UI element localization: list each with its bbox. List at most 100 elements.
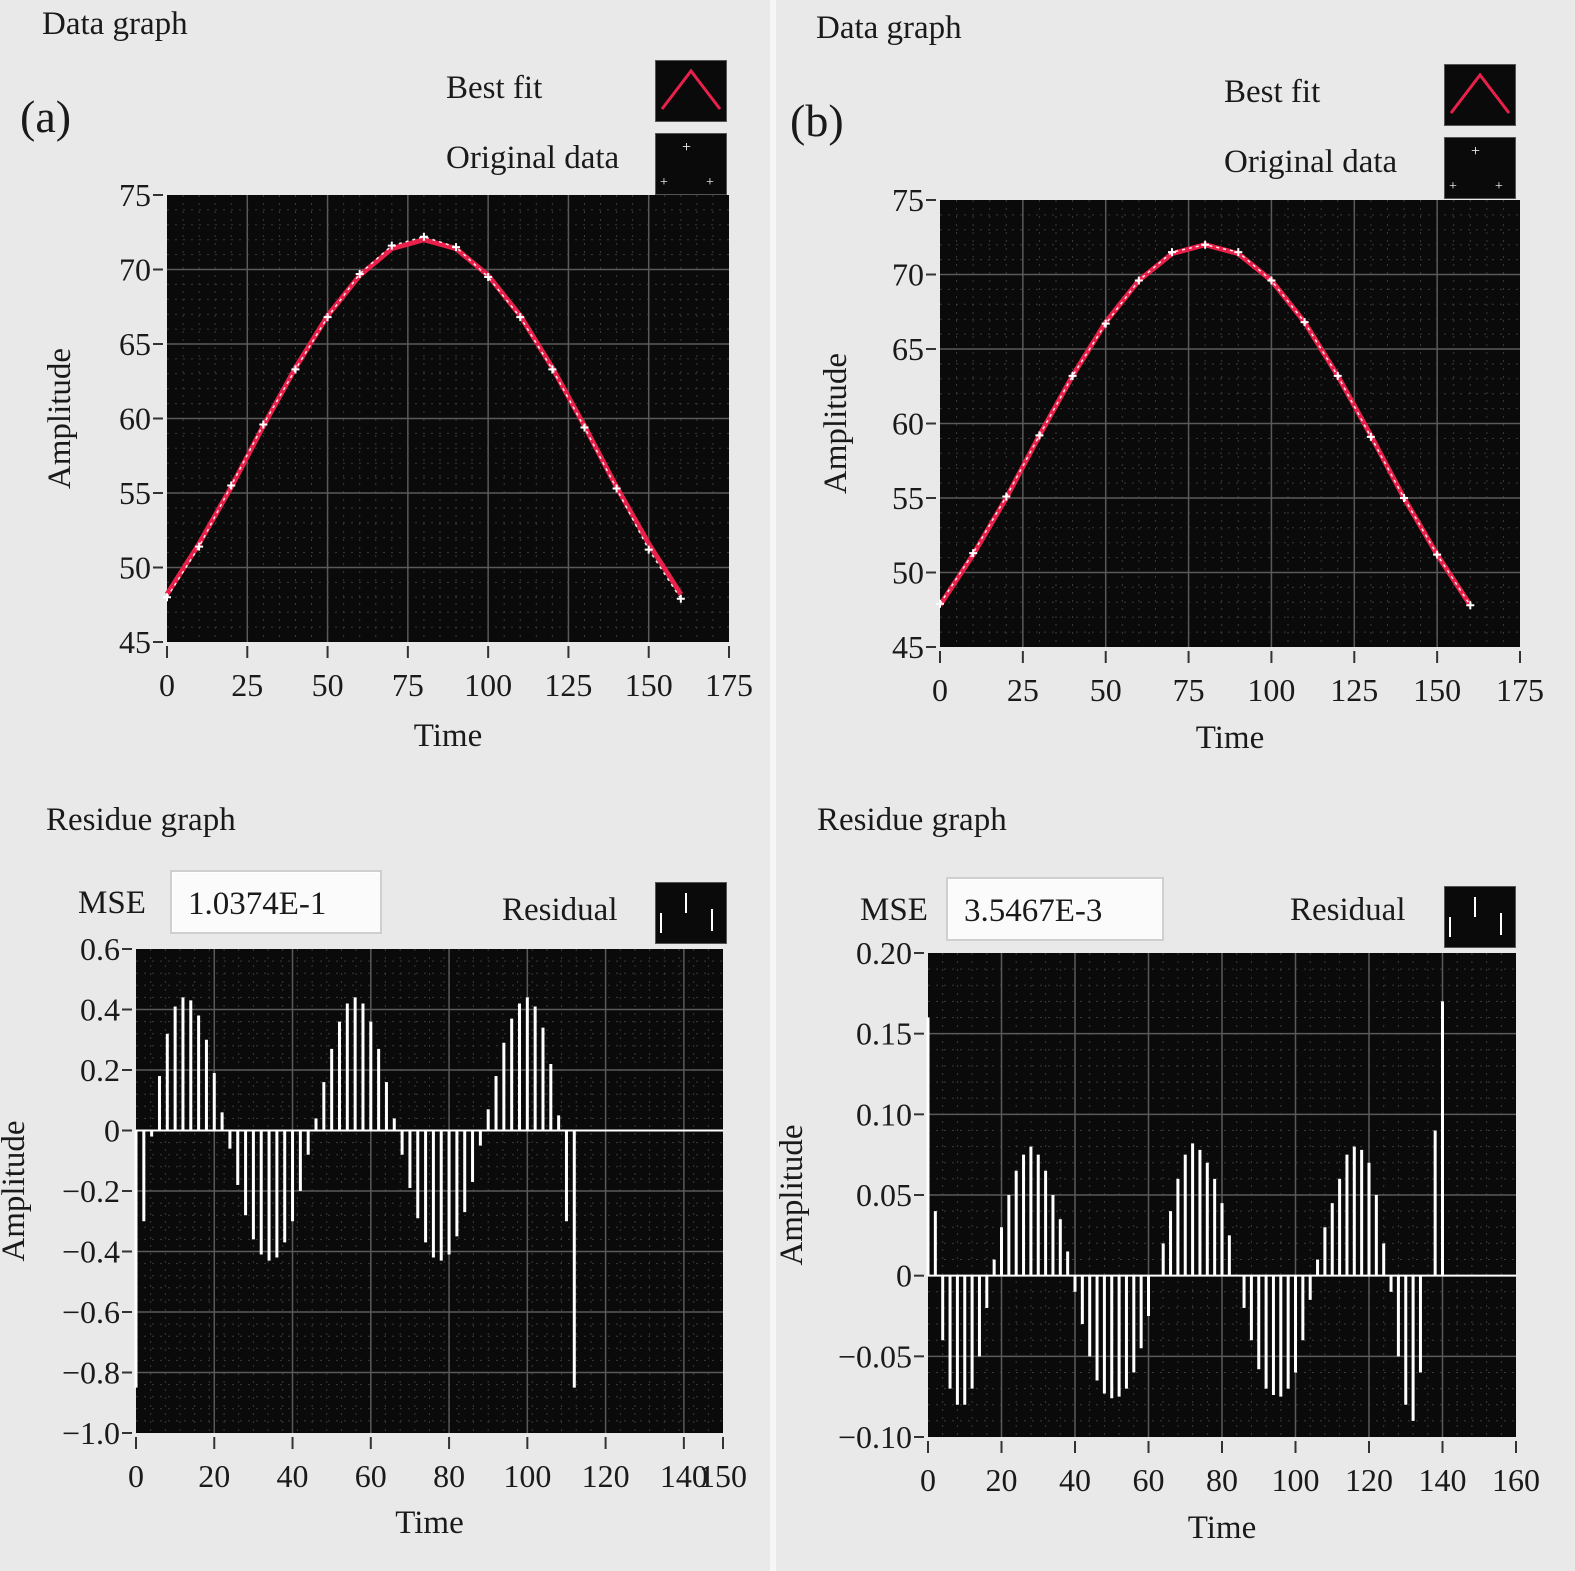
x-tick-label: 150 xyxy=(625,667,673,703)
y-tick-label: 65 xyxy=(119,326,151,362)
y-tick-label: 75 xyxy=(119,177,151,213)
y-tick-label: −1.0 xyxy=(62,1415,120,1451)
y-axis-label: Amplitude xyxy=(818,353,854,494)
legend-label-residual: Residual xyxy=(502,892,618,928)
y-axis-label: Amplitude xyxy=(42,348,78,489)
original-data-point xyxy=(355,269,364,278)
x-tick-label: 0 xyxy=(932,672,948,708)
legend-swatch-original-data[interactable]: + + + xyxy=(1444,137,1516,199)
data-graph-title: Data graph xyxy=(816,10,962,46)
x-tick-label: 20 xyxy=(198,1458,230,1494)
series-original-data-trace xyxy=(166,235,682,600)
original-data-point xyxy=(484,272,493,281)
y-tick-label: 0.05 xyxy=(856,1177,912,1213)
panel-letter: (b) xyxy=(790,95,844,146)
x-tick-label: 40 xyxy=(1059,1462,1091,1498)
original-data-point xyxy=(1035,431,1044,440)
y-tick-label: 0 xyxy=(896,1258,912,1294)
original-data-point xyxy=(936,599,944,608)
x-tick-label: 120 xyxy=(1345,1462,1393,1498)
svg-text:+: + xyxy=(660,175,668,190)
y-tick-label: −0.10 xyxy=(838,1419,912,1455)
original-data-point xyxy=(1134,276,1143,285)
grid xyxy=(136,949,723,1433)
y-tick-label: 0.20 xyxy=(856,935,912,971)
x-axis-label: Time xyxy=(1196,720,1264,756)
x-tick-label: 160 xyxy=(1492,1462,1540,1498)
original-data-point xyxy=(1068,371,1077,380)
data-graph-plot: 0 25 50 75 100 125 150 175 45 50 55 60 65 70 75 Time Amp… xyxy=(42,177,753,754)
y-tick-label: 50 xyxy=(892,555,924,591)
original-data-point xyxy=(1168,248,1176,257)
x-tick-label: 140 xyxy=(1419,1462,1467,1498)
original-data-point xyxy=(1400,494,1408,502)
legend-swatch-best-fit[interactable] xyxy=(1444,64,1516,126)
original-data-point xyxy=(676,594,685,603)
x-tick-label: 75 xyxy=(1173,672,1205,708)
original-data-point xyxy=(1466,601,1475,610)
mse-value-field[interactable]: 1.0374E-1 xyxy=(170,870,382,934)
y-tick-label: −0.6 xyxy=(62,1294,120,1330)
x-tick-label: 80 xyxy=(433,1458,465,1494)
original-data-point xyxy=(580,423,589,432)
original-data-point xyxy=(1101,319,1110,328)
original-data-point xyxy=(516,313,525,322)
original-data-point xyxy=(1366,432,1375,441)
x-tick-label: 100 xyxy=(503,1458,551,1494)
legend-swatch-original-data[interactable]: + + + xyxy=(655,133,727,195)
y-axis-label: Amplitude xyxy=(0,1120,32,1261)
x-tick-label: 0 xyxy=(920,1462,936,1498)
x-tick-label: 25 xyxy=(231,667,263,703)
original-data-point xyxy=(1201,240,1210,249)
svg-text:+: + xyxy=(1449,179,1457,194)
original-data-point xyxy=(1234,248,1243,257)
original-data-point xyxy=(387,241,396,250)
y-tick-label: 0.2 xyxy=(80,1052,120,1088)
original-data-point xyxy=(1433,550,1442,559)
y-tick-label: 55 xyxy=(119,475,151,511)
y-tick-label: −0.2 xyxy=(62,1173,120,1209)
y-tick-label: 70 xyxy=(119,252,151,288)
x-axis-label: Time xyxy=(395,1505,463,1541)
original-data-point xyxy=(1267,276,1276,285)
x-tick-label: 140 xyxy=(660,1458,708,1494)
data-graph-title: Data graph xyxy=(42,6,188,42)
x-tick-label: 125 xyxy=(544,667,592,703)
svg-text:+: + xyxy=(682,139,691,156)
x-tick-label: 50 xyxy=(312,667,344,703)
y-tick-label: 70 xyxy=(892,257,924,293)
mse-value-field[interactable]: 3.5467E-3 xyxy=(946,877,1164,941)
x-tick-label: 175 xyxy=(705,667,753,703)
x-tick-label: 20 xyxy=(986,1462,1018,1498)
legend-label-best-fit: Best fit xyxy=(1224,74,1321,110)
y-tick-label: 45 xyxy=(119,624,151,660)
legend-swatch-residual[interactable] xyxy=(1444,886,1516,948)
original-data-point xyxy=(1300,318,1309,327)
x-tick-label: 125 xyxy=(1330,672,1378,708)
residue-graph-title: Residue graph xyxy=(46,802,236,838)
x-tick-label: 50 xyxy=(1090,672,1122,708)
x-tick-label: 100 xyxy=(464,667,512,703)
x-tick-label: 0 xyxy=(159,667,175,703)
y-tick-label: 60 xyxy=(892,406,924,442)
y-tick-label: 45 xyxy=(892,629,924,665)
x-tick-label: 150 xyxy=(699,1458,747,1494)
x-tick-label: 40 xyxy=(277,1458,309,1494)
legend-swatch-residual[interactable] xyxy=(655,882,727,944)
grid xyxy=(928,953,1516,1437)
residue-graph-plot: 0 20 40 60 80 100 120 140 160 −0.10 −0.05 0 0.05 0.10… xyxy=(774,935,1540,1546)
original-data-point xyxy=(548,365,557,374)
legend-swatch-best-fit[interactable] xyxy=(655,60,727,122)
y-tick-label: −0.8 xyxy=(62,1355,120,1391)
y-tick-label: 65 xyxy=(892,331,924,367)
x-tick-label: 100 xyxy=(1272,1462,1320,1498)
legend-label-best-fit: Best fit xyxy=(446,70,543,106)
residue-graph-title: Residue graph xyxy=(817,802,1007,838)
mse-label: MSE xyxy=(78,885,146,921)
y-tick-label: 0 xyxy=(104,1113,120,1149)
original-data-point xyxy=(163,593,171,602)
x-axis-label: Time xyxy=(1188,1510,1256,1546)
y-tick-label: 0.15 xyxy=(856,1016,912,1052)
x-tick-label: 100 xyxy=(1247,672,1295,708)
